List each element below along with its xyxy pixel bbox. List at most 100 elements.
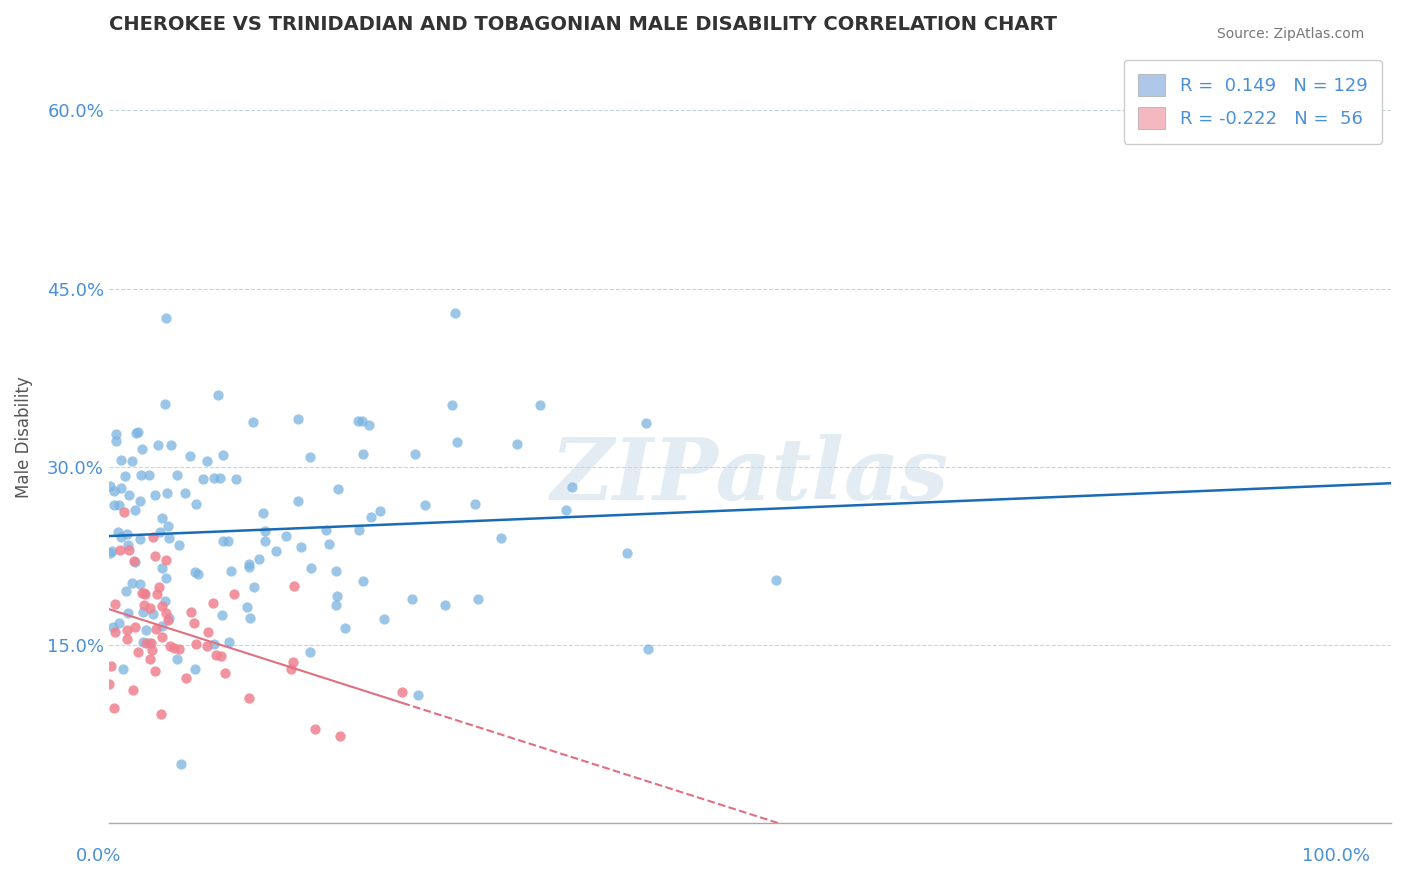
Point — [191, 472, 214, 486]
Point — [139, 636, 162, 650]
Point — [335, 621, 357, 635]
Point — [173, 486, 195, 500]
Point — [283, 579, 305, 593]
Point — [184, 497, 207, 511]
Point — [155, 311, 177, 326]
Point — [112, 662, 135, 676]
Point — [110, 530, 132, 544]
Point — [124, 620, 146, 634]
Point — [153, 594, 176, 608]
Point — [242, 416, 264, 430]
Point — [616, 546, 638, 560]
Point — [139, 652, 162, 666]
Point — [217, 533, 239, 548]
Point — [243, 580, 266, 594]
Point — [121, 576, 143, 591]
Point — [166, 652, 188, 666]
Point — [404, 447, 426, 461]
Point — [183, 616, 205, 631]
Point — [103, 483, 125, 498]
Point — [208, 470, 231, 484]
Point — [195, 454, 218, 468]
Point — [134, 586, 156, 600]
Point — [325, 599, 347, 613]
Point — [247, 552, 270, 566]
Point — [153, 397, 176, 411]
Point — [170, 757, 193, 772]
Point — [150, 630, 173, 644]
Point — [103, 498, 125, 512]
Point — [121, 454, 143, 468]
Point — [408, 689, 430, 703]
Point — [290, 541, 312, 555]
Point — [211, 649, 233, 664]
Point — [117, 606, 139, 620]
Point — [143, 549, 166, 563]
Point — [352, 574, 374, 589]
Point — [218, 635, 240, 649]
Text: 100.0%: 100.0% — [1302, 847, 1369, 865]
Point — [104, 624, 127, 639]
Point — [155, 553, 177, 567]
Text: ZIPatlas: ZIPatlas — [551, 434, 949, 517]
Point — [201, 596, 224, 610]
Point — [124, 555, 146, 569]
Point — [325, 564, 347, 578]
Point — [104, 598, 127, 612]
Point — [127, 425, 149, 439]
Point — [506, 437, 529, 451]
Point — [287, 493, 309, 508]
Point — [357, 418, 380, 433]
Point — [276, 529, 298, 543]
Point — [211, 608, 233, 623]
Point — [131, 442, 153, 456]
Point — [138, 636, 160, 650]
Point — [98, 546, 121, 560]
Point — [105, 434, 128, 449]
Point — [441, 398, 464, 412]
Point — [169, 642, 191, 657]
Point — [318, 537, 340, 551]
Point — [150, 619, 173, 633]
Point — [167, 539, 190, 553]
Point — [187, 566, 209, 581]
Point — [298, 450, 321, 464]
Text: Source: ZipAtlas.com: Source: ZipAtlas.com — [1216, 27, 1364, 41]
Point — [117, 538, 139, 552]
Point — [163, 640, 186, 655]
Point — [110, 453, 132, 467]
Point — [207, 388, 229, 402]
Point — [401, 591, 423, 606]
Point — [561, 480, 583, 494]
Point — [159, 438, 181, 452]
Point — [413, 498, 436, 512]
Point — [132, 599, 155, 613]
Point — [100, 659, 122, 673]
Point — [157, 531, 180, 545]
Point — [98, 677, 121, 691]
Point — [101, 544, 124, 558]
Text: CHEROKEE VS TRINIDADIAN AND TOBAGONIAN MALE DISABILITY CORRELATION CHART: CHEROKEE VS TRINIDADIAN AND TOBAGONIAN M… — [108, 15, 1057, 34]
Point — [166, 467, 188, 482]
Point — [131, 586, 153, 600]
Point — [636, 417, 658, 431]
Point — [252, 506, 274, 520]
Point — [124, 503, 146, 517]
Point — [122, 554, 145, 568]
Point — [238, 557, 260, 571]
Point — [238, 559, 260, 574]
Point — [186, 637, 208, 651]
Point — [179, 449, 201, 463]
Point — [114, 469, 136, 483]
Point — [157, 611, 180, 625]
Point — [315, 523, 337, 537]
Point — [197, 624, 219, 639]
Point — [146, 587, 169, 601]
Legend: R =  0.149   N = 129, R = -0.222   N =  56: R = 0.149 N = 129, R = -0.222 N = 56 — [1123, 60, 1382, 144]
Point — [765, 573, 787, 587]
Point — [101, 620, 124, 634]
Point — [219, 564, 242, 578]
Point — [253, 534, 276, 549]
Point — [347, 414, 370, 428]
Point — [637, 642, 659, 657]
